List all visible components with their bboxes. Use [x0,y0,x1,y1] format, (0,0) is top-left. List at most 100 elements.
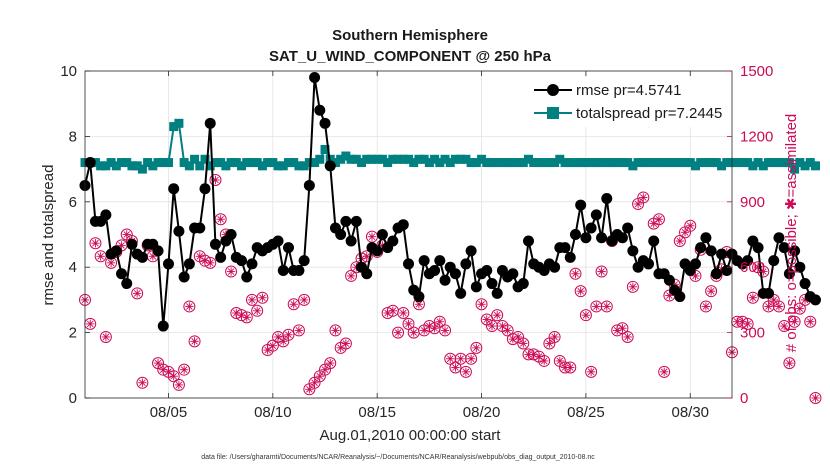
totalspread-point [680,158,690,168]
rmse-point [648,235,660,247]
obs-possible-marker [329,324,342,337]
obs-possible-marker [705,285,718,298]
totalspread-point [649,158,659,168]
obs-assimilated-marker [227,268,235,275]
totalspread-point [774,158,784,168]
obs-possible-marker [172,378,185,391]
obs-possible-marker [266,339,279,352]
totalspread-point [659,158,669,168]
legend-spread-marker [547,107,559,119]
obs-assimilated-marker [389,307,397,315]
totalspread-point [242,158,252,168]
obs-possible-marker [298,293,311,306]
obs-possible-marker [392,326,405,339]
totalspread-point [101,161,111,171]
title-block: Southern Hemisphere SAT_U_WIND_COMPONENT… [269,27,552,65]
obs-possible-marker [699,300,712,313]
rmse-point [783,268,795,280]
obs-count-point [465,352,478,365]
obs-count-point [548,330,561,343]
obs-count-point [491,309,504,322]
obs-possible-marker [339,337,352,350]
obs-count-point [245,293,258,306]
totalspread-point [586,158,596,168]
obs-possible-marker [454,352,467,365]
totalspread-point [638,158,648,168]
obs-count-point [569,267,582,280]
totalspread-point [513,158,523,168]
obs-possible-marker [757,265,770,278]
obs-assimilated-marker [420,327,428,334]
rmse-point [491,287,503,299]
totalspread-point [769,158,779,168]
totalspread-point [179,158,189,168]
rmse-point [84,157,96,169]
totalspread-point [148,161,158,171]
obs-assimilated-marker [175,381,183,389]
x-axis-ticks: 08/05 08/10 08/15 08/20 08/25 08/30 [150,71,709,421]
rmse-point [523,235,535,247]
obs-assimilated-marker [572,270,579,278]
obs-assimilated-marker [593,303,600,310]
totalspread-point [247,158,257,168]
rmse-point [778,242,790,254]
rmse-point [340,215,352,227]
rmse-point [371,245,383,257]
rmse-point [596,232,608,244]
totalspread-point [758,161,768,171]
obs-assimilated-marker [180,366,188,373]
totalspread-point [539,158,549,168]
rmse-point [152,245,164,257]
totalspread-point [732,158,742,168]
totalspread-point [137,164,147,174]
totalspread-point [414,154,424,164]
obs-assimilated-marker [290,300,297,308]
obs-assimilated-marker [493,311,501,319]
y-right-tick-label: 300 [740,325,765,342]
obs-possible-marker [783,357,796,370]
rmse-point [549,261,561,273]
obs-count-point [225,265,238,278]
rmse-point [418,255,430,267]
rmse-point [413,291,425,303]
totalspread-point [268,158,278,168]
obs-assimilated-marker [566,364,574,371]
footnote: data file: /Users/gharamti/Documents/NCA… [201,454,595,461]
rmse-point [116,268,128,280]
obs-possible-marker [585,365,598,378]
totalspread-point [764,158,774,168]
obs-possible-marker [652,213,665,226]
obs-assimilated-marker [603,303,611,310]
rmse-point [773,232,785,244]
totalspread-point [336,154,346,164]
obs-possible-marker [324,357,337,370]
totalspread-point [602,158,612,168]
obs-assimilated-marker [399,309,407,317]
obs-assimilated-marker [269,342,277,349]
totalspread-point [310,158,320,168]
totalspread-point [633,158,643,168]
legend-rmse-marker [547,84,559,96]
totalspread-point [283,158,293,168]
obs-count-point [167,370,180,383]
obs-assimilated-marker [582,311,590,319]
obs-count-point [84,317,97,330]
totalspread-point [184,161,194,171]
totalspread-point [289,158,299,168]
obs-possible-marker [746,291,759,304]
rmse-point [121,278,133,290]
totalspread-point [748,161,758,171]
totalspread-point [696,158,706,168]
totalspread-point [409,158,419,168]
x-tick-label: 08/05 [150,404,188,421]
obs-count-point [793,302,806,315]
totalspread-point [132,161,142,171]
totalspread-point [231,158,241,168]
y-tick-label: 4 [69,259,77,276]
obs-count-point [783,357,796,370]
obs-count-point [517,337,530,350]
totalspread-point [597,158,607,168]
obs-assimilated-marker [410,329,418,336]
obs-count-point [204,256,217,269]
